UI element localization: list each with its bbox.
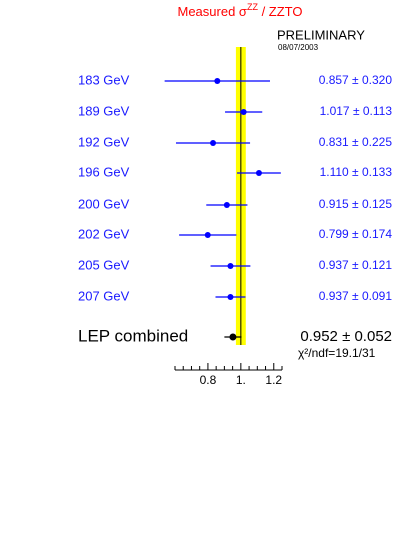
value-label: 0.937 ± 0.121 xyxy=(319,258,393,272)
date-label: 08/07/2003 xyxy=(278,43,319,52)
status-label: PRELIMINARY xyxy=(277,27,365,42)
fit-label: χ²/ndf=19.1/31 xyxy=(298,346,376,360)
title-rest: / ZZTO xyxy=(258,4,303,19)
category-label: 200 GeV xyxy=(78,196,130,211)
value-label: 0.857 ± 0.320 xyxy=(319,73,393,87)
point xyxy=(210,140,217,146)
title-main: Measured σ xyxy=(178,4,247,19)
category-label: 183 GeV xyxy=(78,72,130,87)
point xyxy=(214,78,221,84)
category-label: 192 GeV xyxy=(78,134,130,149)
category-label: 207 GeV xyxy=(78,288,130,303)
x-tick-label: 1. xyxy=(236,373,246,387)
value-label: 0.799 ± 0.174 xyxy=(319,227,393,241)
value-label: 0.831 ± 0.225 xyxy=(319,135,393,149)
point xyxy=(227,263,234,269)
category-label: 196 GeV xyxy=(78,164,130,179)
x-tick-label: 1.2 xyxy=(265,373,282,387)
value-label: 0.937 ± 0.091 xyxy=(319,289,393,303)
point xyxy=(204,232,211,238)
value-label: 1.017 ± 0.113 xyxy=(320,104,393,118)
x-tick-label: 0.8 xyxy=(200,373,217,387)
point xyxy=(240,109,247,115)
chart-title: Measured σZZ / ZZTO xyxy=(178,2,303,19)
category-label: 205 GeV xyxy=(78,257,130,272)
category-label: LEP combined xyxy=(78,326,188,345)
point xyxy=(229,333,237,341)
value-label: 1.110 ± 0.133 xyxy=(320,165,393,179)
category-label: 202 GeV xyxy=(78,226,130,241)
category-label: 189 GeV xyxy=(78,103,130,118)
value-label: 0.952 ± 0.052 xyxy=(300,328,392,345)
point xyxy=(227,294,234,300)
value-label: 0.915 ± 0.125 xyxy=(319,197,393,211)
point xyxy=(255,170,262,176)
point xyxy=(223,202,230,208)
title-sup: ZZ xyxy=(247,2,258,12)
